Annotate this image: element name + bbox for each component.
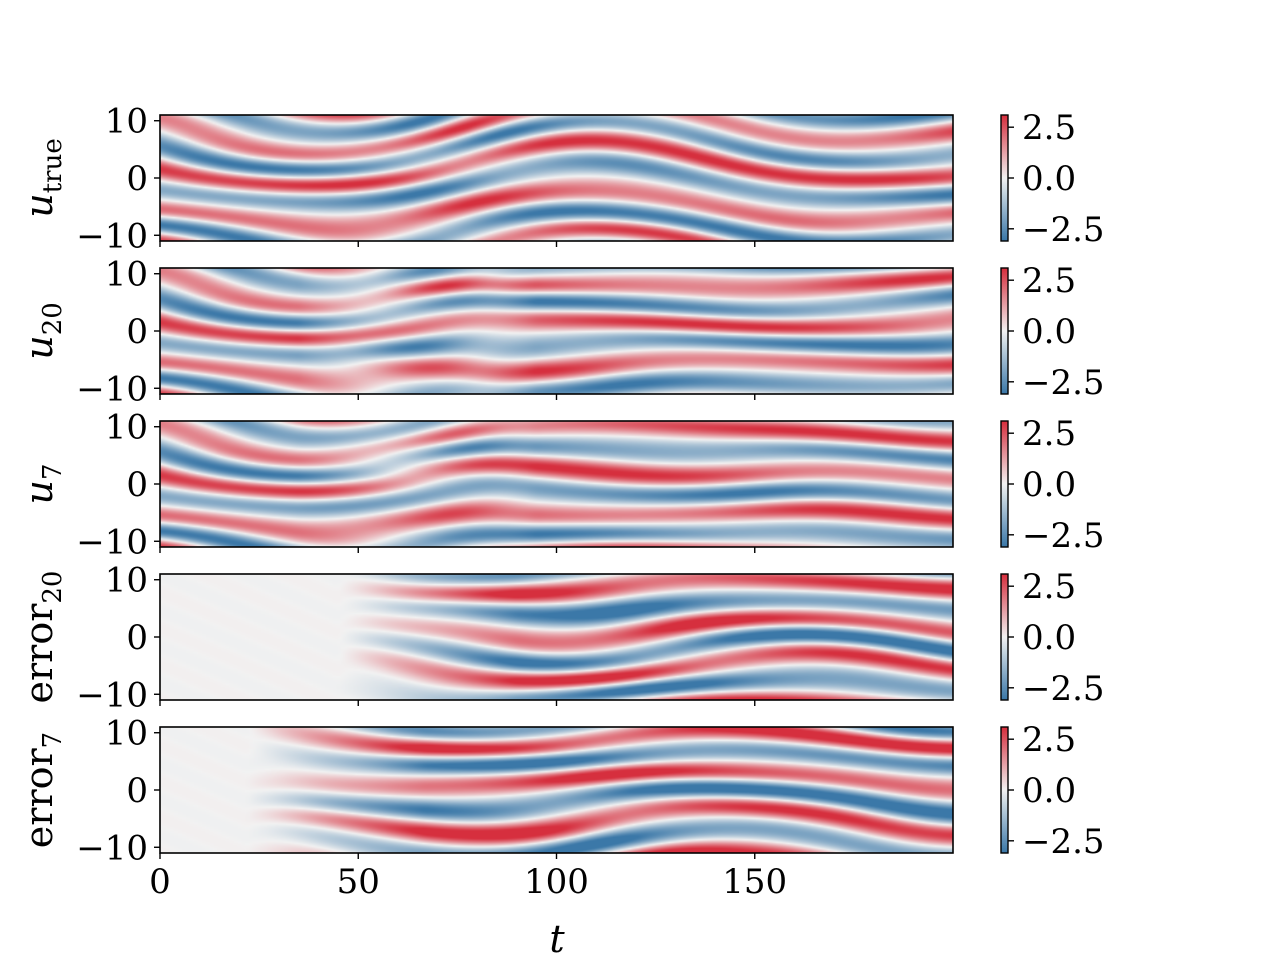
y-axis-label-u_20: u20: [17, 302, 68, 360]
y-tick-label-error_7: −10: [76, 828, 148, 868]
colorbar-tick-label-error_7: −2.5: [1022, 822, 1105, 862]
x-axis-label: t: [549, 917, 565, 960]
x-tick-label: 100: [524, 862, 589, 902]
colorbar-tick-label-u_20: 2.5: [1022, 261, 1076, 301]
heatmap-u_20: [160, 268, 953, 394]
heatmap-error_20: [160, 574, 953, 700]
y-tick-label-error_20: 0: [126, 618, 148, 658]
y-axis-label-error_20: error20: [17, 571, 68, 704]
y-tick-label-u_20: −10: [76, 369, 148, 409]
colorbar-tick-label-error_7: 0.0: [1022, 771, 1076, 811]
colorbar-u_true: [1001, 115, 1008, 241]
colorbar-tick-label-u_true: 0.0: [1022, 159, 1076, 199]
panels-group: 100−10utrue2.50.0−2.5100−10u202.50.0−2.5…: [17, 102, 1105, 902]
colorbar-tick-label-error_7: 2.5: [1022, 720, 1076, 760]
y-tick-label-error_20: −10: [76, 675, 148, 715]
colorbar-error_20: [1001, 574, 1008, 700]
y-tick-label-u_true: −10: [76, 216, 148, 256]
colorbar-tick-label-u_7: −2.5: [1022, 516, 1105, 556]
y-tick-label-u_20: 0: [126, 312, 148, 352]
y-axis-label-error_7: error7: [17, 732, 68, 848]
colorbar-error_7: [1001, 727, 1008, 853]
heatmap-error_7: [160, 727, 953, 853]
y-tick-label-error_7: 10: [105, 714, 148, 754]
y-axis-label-u_7: u7: [17, 463, 68, 504]
colorbar-u_20: [1001, 268, 1008, 394]
heatmap-u_7: [160, 421, 953, 547]
colorbar-tick-label-u_7: 2.5: [1022, 414, 1076, 454]
y-tick-label-u_true: 10: [105, 102, 148, 142]
colorbar-tick-label-u_7: 0.0: [1022, 465, 1076, 505]
colorbar-tick-label-u_20: 0.0: [1022, 312, 1076, 352]
colorbar-tick-label-u_20: −2.5: [1022, 363, 1105, 403]
colorbar-tick-label-u_true: −2.5: [1022, 210, 1105, 250]
colorbar-tick-label-u_true: 2.5: [1022, 108, 1076, 148]
colorbar-tick-label-error_20: 0.0: [1022, 618, 1076, 658]
y-tick-label-u_true: 0: [126, 159, 148, 199]
y-tick-label-u_7: 10: [105, 408, 148, 448]
y-tick-label-u_20: 10: [105, 255, 148, 295]
colorbar-tick-label-error_20: 2.5: [1022, 567, 1076, 607]
colorbar-tick-label-error_20: −2.5: [1022, 669, 1105, 709]
y-axis-label-u_true: utrue: [17, 138, 68, 218]
x-tick-label: 0: [149, 862, 171, 902]
y-tick-label-error_7: 0: [126, 771, 148, 811]
y-tick-label-u_7: 0: [126, 465, 148, 505]
x-tick-label: 150: [722, 862, 787, 902]
colorbar-u_7: [1001, 421, 1008, 547]
y-tick-label-u_7: −10: [76, 522, 148, 562]
y-tick-label-error_20: 10: [105, 561, 148, 601]
x-tick-label: 50: [337, 862, 380, 902]
heatmap-u_true: [160, 115, 953, 241]
